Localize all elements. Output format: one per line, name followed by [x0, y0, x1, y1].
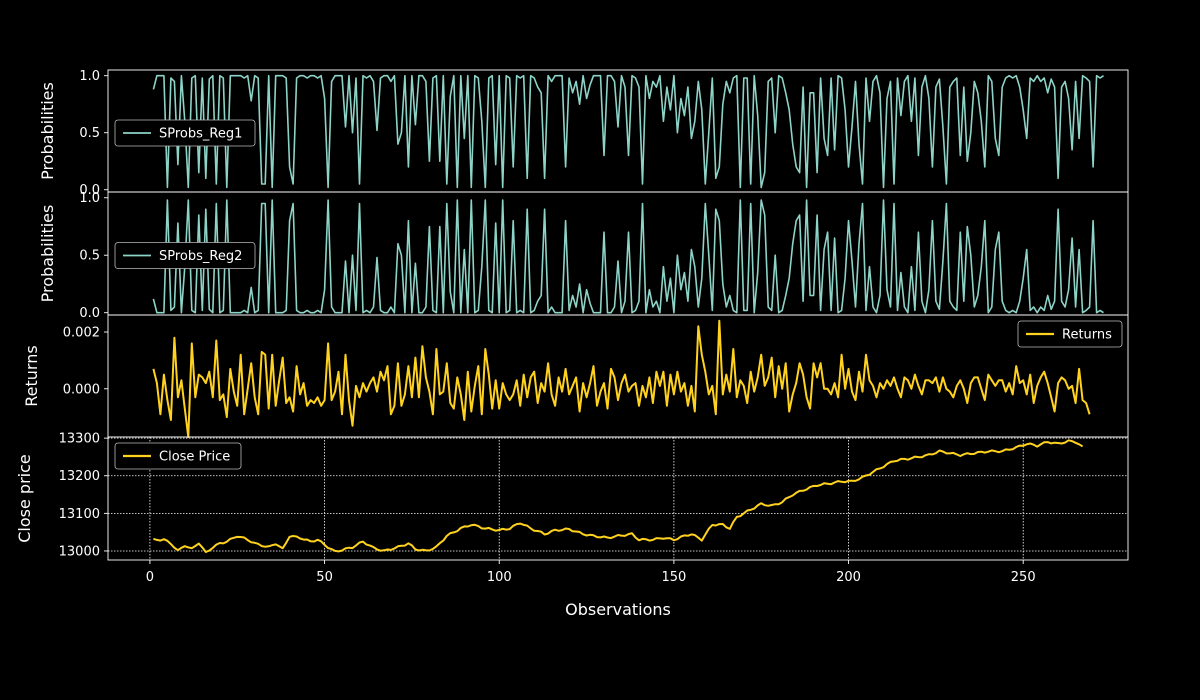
y-tick-label: 0.0 — [79, 306, 100, 321]
y-tick-label: 0.002 — [63, 326, 100, 341]
y-tick-label: 13300 — [59, 432, 100, 447]
legend-label: SProbs_Reg2 — [159, 249, 242, 264]
y-tick-label: 13200 — [59, 469, 100, 484]
legend-box — [1017, 320, 1123, 348]
x-tick-label: 250 — [1011, 570, 1036, 585]
y-axis-title: Probabilities — [38, 82, 57, 180]
series-line-sprobs-reg2 — [152, 199, 1104, 314]
y-tick-label: 0.000 — [63, 382, 100, 397]
x-tick-label: 0 — [146, 570, 154, 585]
series-line-sprobs-reg1 — [152, 74, 1104, 189]
legend: SProbs_Reg1 — [114, 119, 256, 147]
subplot-3: 0.000 0.002 Returns Returns — [22, 314, 1129, 438]
legend-box — [114, 442, 242, 470]
x-axis-title: Observations — [565, 600, 671, 619]
y-tick-label: 0.0 — [79, 183, 100, 198]
legend-box — [114, 119, 256, 147]
legend-label: SProbs_Reg1 — [159, 127, 242, 142]
series-line-returns — [152, 319, 1091, 438]
x-tick-label: 150 — [661, 570, 686, 585]
y-axis-title: Probabilities — [38, 205, 57, 303]
series-line-close-price — [153, 439, 1084, 553]
legend: Returns — [1017, 320, 1123, 348]
x-tick-label: 100 — [487, 570, 512, 585]
subplot-stack: 0.0 0.5 1.0 Probabilities SProbs_Reg1 0.0 0.5 1… — [15, 69, 1129, 585]
y-axis-title: Returns — [22, 345, 41, 406]
y-tick-label: 0.5 — [79, 126, 100, 141]
legend: SProbs_Reg2 — [114, 242, 256, 269]
axes-frame — [107, 436, 1129, 561]
y-tick-label: 1.0 — [79, 191, 100, 206]
legend-label: Returns — [1062, 328, 1112, 343]
legend: Close Price — [114, 442, 242, 470]
x-tick-label: 200 — [836, 570, 861, 585]
y-tick-label: 1.0 — [79, 69, 100, 84]
y-tick-label: 0.5 — [79, 249, 100, 264]
y-tick-label: 13100 — [59, 507, 100, 522]
y-axis-title: Close price — [15, 454, 34, 543]
legend-label: Close Price — [159, 450, 230, 465]
x-tick-label: 50 — [316, 570, 333, 585]
y-tick-label: 13000 — [59, 544, 100, 559]
subplot-4: 13000 13100 13200 13300 0 50 100 150 200 250 Close… — [15, 432, 1129, 585]
legend-box — [114, 242, 256, 269]
